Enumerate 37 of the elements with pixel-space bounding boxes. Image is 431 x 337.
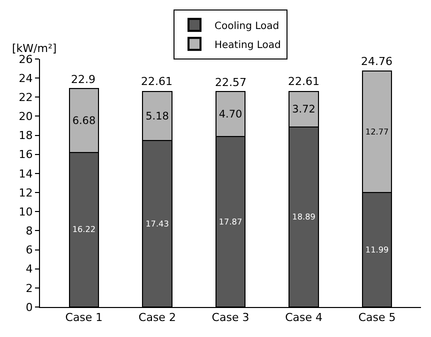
y-tick-label: 0 — [26, 300, 33, 314]
legend-label: Heating Load — [214, 40, 281, 51]
y-tick-label: 14 — [18, 167, 33, 180]
total-label: 22.9 — [71, 73, 96, 86]
y-axis-title: [kW/m²] — [12, 42, 57, 55]
total-label: 22.61 — [288, 75, 320, 88]
y-tick-label: 4 — [26, 262, 33, 276]
x-tick-label: Case 4 — [285, 311, 322, 324]
total-label: 24.76 — [361, 55, 392, 68]
y-tick-label: 10 — [18, 205, 33, 218]
data-label: 4.70 — [218, 108, 242, 120]
total-label: 22.57 — [215, 76, 246, 89]
data-label: 12.77 — [365, 126, 389, 136]
total-label: 22.61 — [141, 75, 172, 88]
data-label: 5.18 — [146, 110, 169, 122]
y-tick-label: 26 — [18, 52, 33, 66]
y-tick-label: 16 — [18, 148, 33, 162]
data-label: 17.87 — [218, 216, 242, 226]
y-tick-label: 12 — [18, 186, 33, 200]
data-label: 3.72 — [292, 103, 316, 116]
y-tick-label: 20 — [18, 110, 33, 124]
y-tick-label: 2 — [26, 282, 33, 295]
data-label: 18.89 — [292, 212, 316, 222]
x-tick-label: Case 2 — [138, 311, 176, 324]
y-tick-label: 6 — [26, 244, 33, 257]
data-label: 16.22 — [72, 224, 96, 234]
y-tick-label: 22 — [18, 91, 33, 104]
x-tick-label: Case 5 — [358, 311, 396, 324]
y-tick-label: 8 — [26, 224, 33, 238]
x-tick-label: Case 1 — [65, 311, 103, 324]
x-tick-label: Case 3 — [212, 311, 250, 324]
data-label: 17.43 — [146, 218, 169, 228]
data-label: 11.99 — [365, 244, 389, 254]
y-tick-label: 24 — [18, 72, 33, 85]
data-label: 6.68 — [72, 114, 96, 127]
legend-label: Cooling Load — [214, 20, 280, 32]
y-tick-label: 18 — [18, 129, 33, 142]
